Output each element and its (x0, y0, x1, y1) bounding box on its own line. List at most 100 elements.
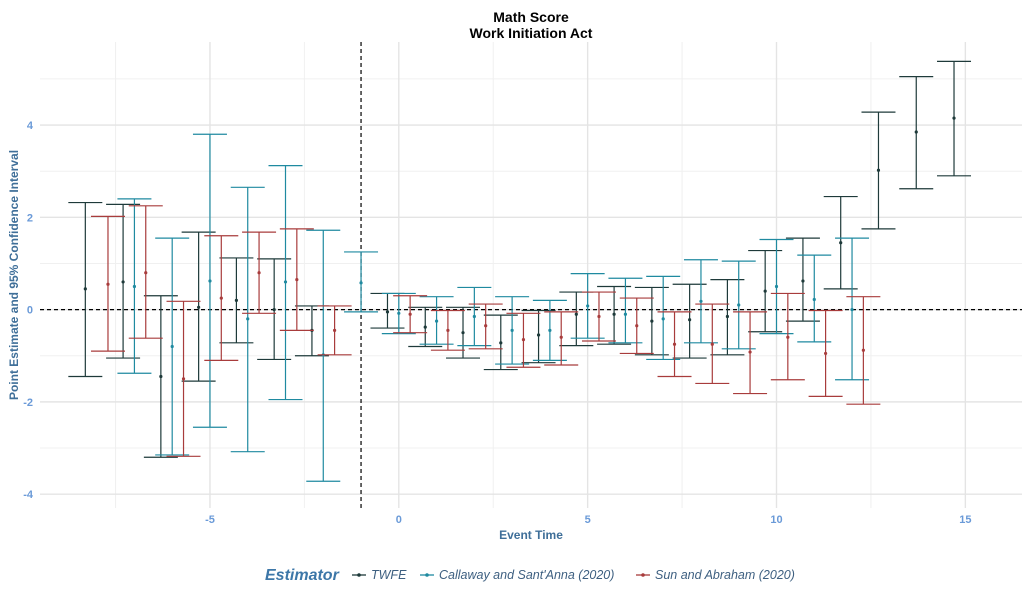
point-estimate (672, 342, 677, 346)
point-estimate (472, 314, 476, 319)
point-estimate (461, 331, 465, 335)
point-estimate (612, 312, 616, 316)
legend-title: Estimator (265, 567, 340, 584)
point-estimate (839, 241, 843, 245)
error-bar (268, 165, 303, 401)
point-estimate (132, 284, 137, 289)
point-estimate (559, 335, 563, 339)
legend-label: Sun and Abraham (2020) (655, 568, 795, 582)
error-bar (581, 291, 616, 342)
y-tick-label: -4 (23, 489, 34, 501)
point-estimate (536, 333, 541, 337)
x-tick-label: 15 (959, 514, 971, 526)
x-tick-label: 5 (585, 514, 591, 526)
point-estimate (748, 350, 752, 354)
legend: Estimator TWFE Callaway and Sant'Anna (20… (265, 567, 795, 584)
legend-items: TWFE Callaway and Sant'Anna (2020) Sun and… (352, 568, 795, 582)
point-estimate (83, 287, 87, 291)
error-bar (846, 296, 881, 405)
point-estimate (786, 335, 790, 339)
y-tick-label: 4 (27, 120, 34, 132)
error-bar (230, 186, 265, 453)
point-estimate (121, 280, 125, 284)
chart-subtitle: Work Initiation Act (470, 25, 593, 41)
point-estimate (710, 342, 714, 346)
point-estimate (234, 298, 238, 302)
point-estimate (586, 304, 590, 308)
point-estimate (257, 271, 261, 275)
point-estimate (333, 328, 337, 332)
legend-label: Callaway and Sant'Anna (2020) (439, 568, 614, 582)
point-estimate (446, 328, 450, 332)
point-estimate (635, 324, 639, 328)
point-estimate (170, 344, 174, 349)
error-bar (128, 205, 163, 339)
error-bar (90, 215, 125, 352)
series-2 (90, 205, 881, 457)
point-estimate (876, 168, 881, 172)
legend-item: Callaway and Sant'Anna (2020) (420, 568, 614, 582)
point-estimate (408, 312, 412, 316)
error-bar (279, 228, 314, 331)
point-estimate (219, 296, 223, 300)
error-bar (468, 303, 503, 350)
x-tick-label: 0 (396, 514, 402, 526)
error-bar (657, 311, 692, 378)
error-bar (242, 231, 277, 314)
error-bar (68, 201, 103, 378)
point-estimate (246, 317, 250, 321)
error-bar (937, 60, 972, 177)
point-estimate (688, 318, 692, 322)
point-estimate (159, 374, 163, 379)
point-estimate (521, 337, 526, 342)
point-estimate (725, 314, 730, 319)
legend-key-point (357, 573, 361, 577)
legend-label: TWFE (371, 568, 407, 582)
point-estimate (359, 281, 363, 285)
series-layer (68, 60, 972, 482)
error-bar (899, 76, 934, 190)
y-axis-title: Point Estimate and 95% Confidence Interv… (7, 150, 21, 400)
point-estimate (423, 325, 427, 329)
point-estimate (106, 282, 110, 286)
error-bar (695, 303, 730, 385)
point-estimate (850, 308, 854, 312)
x-tick-label: -5 (205, 514, 215, 526)
y-tick-label: 0 (27, 305, 33, 317)
legend-key-point (425, 573, 429, 577)
tick-labels: -5 0 5 10 15 -4 -2 0 2 4 (23, 120, 971, 526)
error-bar (344, 251, 379, 313)
error-bar (733, 311, 768, 395)
point-estimate (272, 308, 276, 312)
point-estimate (510, 328, 514, 332)
error-bar (619, 297, 654, 355)
error-bar (430, 309, 465, 351)
error-bar (317, 305, 352, 356)
point-estimate (661, 317, 665, 321)
point-estimate (812, 297, 816, 302)
error-bar (117, 198, 152, 374)
point-estimate (208, 279, 212, 283)
error-bar (166, 300, 201, 457)
point-estimate (499, 341, 503, 345)
error-bar (544, 311, 579, 366)
point-estimate (801, 279, 805, 283)
error-bar (192, 133, 227, 428)
x-tick-label: 10 (770, 514, 782, 526)
point-estimate (597, 314, 601, 319)
series-0 (68, 60, 972, 458)
error-bar (306, 229, 341, 482)
point-estimate (283, 280, 288, 284)
point-estimate (484, 324, 488, 328)
point-estimate (548, 328, 552, 332)
point-estimate (763, 289, 767, 293)
error-bar (808, 309, 843, 397)
point-estimate (737, 303, 741, 307)
point-estimate (434, 319, 439, 323)
error-bar (381, 292, 416, 335)
x-axis-title: Event Time (499, 528, 563, 542)
point-estimate (650, 319, 654, 323)
y-tick-label: 2 (27, 212, 33, 224)
